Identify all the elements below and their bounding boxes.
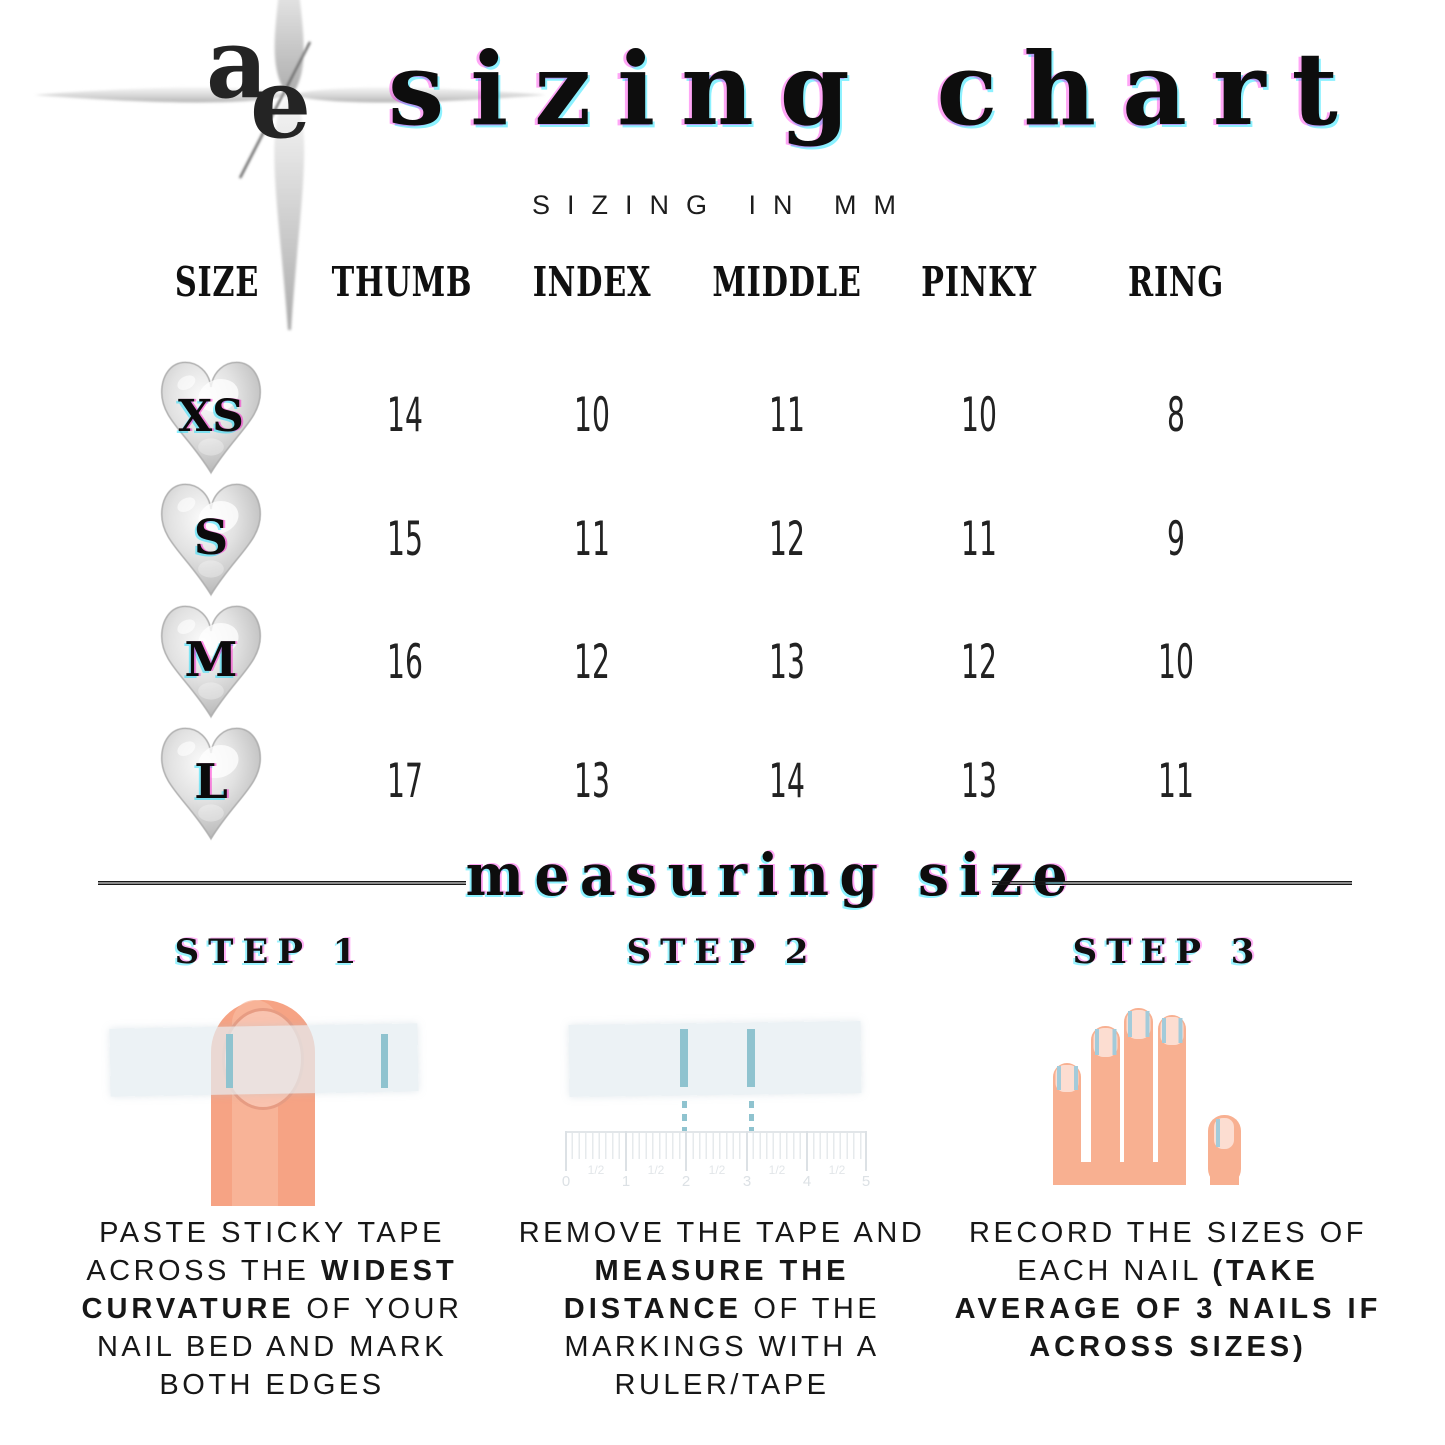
step-1-text-post: OF YOUR NAIL BED AND MARK BOTH EDGES	[96, 1293, 463, 1401]
ruler-label: 4	[802, 1173, 812, 1190]
step-1-heading: STEP 1	[174, 932, 366, 972]
size-badge-xs: XS	[178, 391, 244, 442]
ruler-half-label: 1/2	[587, 1163, 605, 1177]
subtitle: SIZING IN MM	[532, 190, 913, 220]
cell-m-ring: 10	[1158, 635, 1194, 690]
hand-with-marked-nails-icon	[1028, 990, 1292, 1202]
step-3-text-bold: (TAKE AVERAGE OF 3 NAILS IF ACROSS SIZES…	[954, 1255, 1382, 1363]
step-3-text-pre: RECORD THE SIZES OF EACH NAIL	[969, 1217, 1367, 1287]
sparkle-icon	[34, 0, 546, 330]
cell-xs-index: 10	[574, 388, 610, 443]
column-header-pinky: PINKY	[921, 258, 1037, 306]
ruler-tick	[746, 1131, 748, 1171]
ruler-half-label: 1/2	[708, 1163, 726, 1177]
tape-mark-right	[747, 1029, 755, 1087]
tape-mark-left	[226, 1034, 233, 1088]
cell-s-middle: 12	[769, 512, 805, 567]
step-3-description: RECORD THE SIZES OF EACH NAIL (TAKE AVER…	[948, 1214, 1388, 1366]
ruler-tick	[806, 1131, 808, 1171]
ruler-label: 2	[681, 1173, 691, 1190]
step-2-text-pre: REMOVE THE TAPE AND	[518, 1217, 926, 1249]
column-header-index: INDEX	[532, 258, 652, 306]
tape-mark-right	[381, 1034, 388, 1088]
divider-line-right	[992, 881, 1352, 885]
cell-s-ring: 9	[1167, 512, 1185, 567]
cell-l-thumb: 17	[387, 754, 423, 809]
cell-s-pinky: 11	[961, 512, 997, 567]
section-title: measuring size	[465, 841, 1079, 909]
step-2-text-post: OF THE MARKINGS WITH A RULER/TAPE	[564, 1293, 881, 1401]
cell-l-middle: 14	[769, 754, 805, 809]
ruler-label: 1	[621, 1173, 631, 1190]
ruler-baseline	[565, 1131, 867, 1133]
divider-line-left	[98, 881, 466, 885]
step-1-text-pre: PASTE STICKY TAPE ACROSS THE	[86, 1217, 445, 1287]
brand-logo-letter-a: a	[206, 7, 269, 120]
cell-s-thumb: 15	[387, 512, 423, 567]
cell-xs-pinky: 10	[961, 388, 997, 443]
cell-m-pinky: 12	[961, 635, 997, 690]
size-badge-l: L	[194, 754, 228, 810]
ruler-half-label: 1/2	[828, 1163, 846, 1177]
size-badge-m: M	[184, 632, 238, 688]
step-3-heading: STEP 3	[1072, 932, 1264, 972]
dashed-guide-left	[682, 1101, 687, 1131]
cell-m-thumb: 16	[387, 635, 423, 690]
column-header-ring: RING	[1127, 258, 1225, 306]
hand-illustration	[1053, 1008, 1241, 1185]
cell-xs-middle: 11	[769, 388, 805, 443]
ruler-half-label: 1/2	[768, 1163, 786, 1177]
ruler-label: 3	[742, 1173, 752, 1190]
step-1-description: PASTE STICKY TAPE ACROSS THE WIDEST CURV…	[52, 1214, 492, 1404]
cell-xs-thumb: 14	[387, 388, 423, 443]
column-header-middle: MIDDLE	[712, 258, 862, 306]
brand-logo-letter-e: e	[250, 47, 312, 160]
ruler-label: 5	[861, 1173, 871, 1190]
cell-m-index: 12	[574, 635, 610, 690]
cell-l-pinky: 13	[961, 754, 997, 809]
ruler-half-label: 1/2	[647, 1163, 665, 1177]
finger-with-tape-icon	[108, 994, 422, 1206]
sticky-tape	[568, 1020, 862, 1098]
column-header-size: SIZE	[174, 258, 260, 306]
page-title: sizing chart	[388, 30, 1364, 148]
ruler-label: 0	[561, 1173, 571, 1190]
step-2-heading: STEP 2	[626, 932, 818, 972]
ruler-tick	[625, 1131, 627, 1171]
column-header-thumb: THUMB	[331, 258, 473, 306]
sticky-tape	[109, 1023, 419, 1097]
dashed-guide-right	[749, 1101, 754, 1131]
cell-l-index: 13	[574, 754, 610, 809]
tape-mark-left	[680, 1029, 688, 1087]
step-1-text-bold: WIDEST CURVATURE	[81, 1255, 458, 1325]
step-2-description: REMOVE THE TAPE AND MEASURE THE DISTANCE…	[502, 1214, 942, 1404]
ruler-tick	[565, 1131, 567, 1171]
ruler-tick	[685, 1131, 687, 1171]
cell-m-middle: 13	[769, 635, 805, 690]
tape-with-ruler-icon: 0 1 2 3 4 5 1/2 1/2 1/2 1/2 1/2	[553, 1013, 887, 1199]
cell-s-index: 11	[574, 512, 610, 567]
cell-l-ring: 11	[1158, 754, 1194, 809]
ruler-minor-ticks	[565, 1133, 867, 1159]
cell-xs-ring: 8	[1167, 388, 1185, 443]
size-badge-s: S	[193, 510, 229, 566]
ruler-tick	[865, 1131, 867, 1171]
step-2-text-bold: MEASURE THE DISTANCE	[563, 1255, 850, 1325]
ruler: 0 1 2 3 4 5 1/2 1/2 1/2 1/2 1/2	[562, 1131, 870, 1191]
